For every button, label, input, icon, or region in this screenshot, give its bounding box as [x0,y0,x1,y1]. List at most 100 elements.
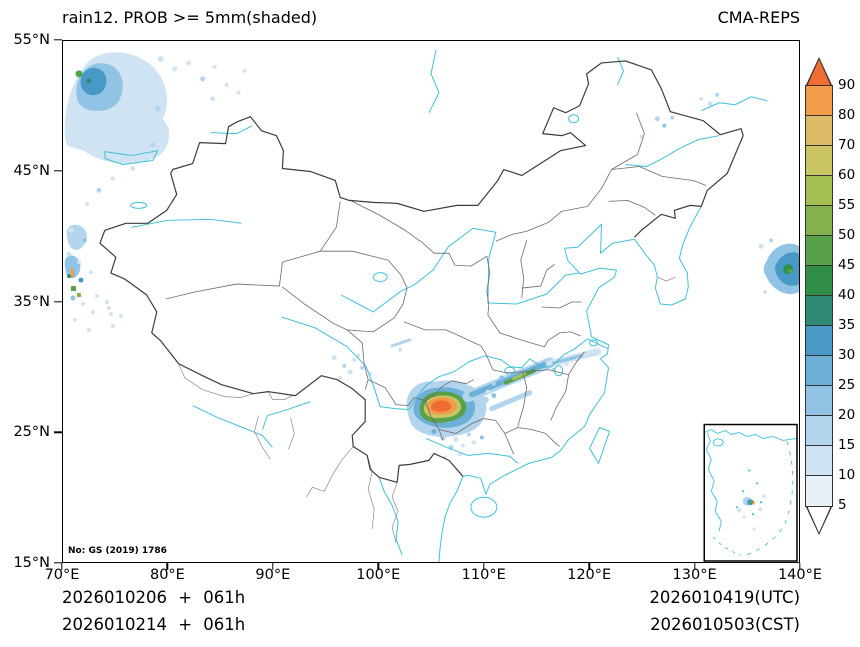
x-tick-label: 70°E [44,567,80,583]
colorbar-segment [806,146,832,176]
shade-speckles-p25 [431,429,437,434]
korea-dmz [657,276,676,282]
x-tick-mark [166,563,169,570]
pearl-river [425,438,519,464]
inset-nine-dash-line-1 [743,441,794,557]
taiwan-island [589,427,611,464]
laos-border [391,482,399,544]
hainan-island [470,496,498,518]
colorbar-arrow-under [806,507,832,535]
y-tick-mark [54,39,62,41]
x-tick-label: 90°E [255,567,291,583]
china-map-svg [64,49,799,562]
colorbar-segment [806,386,832,416]
y-tick-label: 35°N [13,293,50,310]
mekong-river [378,477,403,556]
colorbar-segment [806,416,832,446]
brahmaputra-river [261,401,311,430]
x-axis-ticks [61,563,801,571]
china-border-north [99,60,744,244]
colorbar-tick-label: 55 [838,197,856,213]
model-name: CMA-REPS [717,8,800,27]
colorbar-tick-label: 30 [838,347,856,363]
colorbar-labels: 90 80 70 60 55 50 45 40 35 30 25 20 15 10 5 [838,57,860,533]
shade-west-2 [64,255,81,279]
x-axis-labels: 70°E 80°E 90°E 100°E 110°E 120°E 130°E 140°E [45,567,822,587]
inset-nine-dash-line-2 [712,536,742,556]
colorbar-tick-label: 25 [838,377,856,393]
inset-south-china-coast [704,429,798,441]
x-tick-mark [483,563,485,570]
y-tick-label: 45°N [13,162,50,179]
lake-balkhash [104,150,159,166]
colorbar-segment [806,116,832,146]
south-china-sea-inset [703,423,798,562]
x-tick-mark [799,563,801,570]
qinghai-lake [372,272,388,283]
shade-west-blue-1 [78,277,84,283]
shade-nw-dark [80,67,107,96]
strip-east-mid [552,354,584,365]
lake-issyk-kul [130,201,148,209]
shade-west-orange-dash [70,268,74,278]
y-axis-ticks [54,39,62,564]
yangtze-river [281,316,609,411]
inset-hainan [712,438,724,447]
colorbar-tick-label: 40 [838,287,856,303]
colorbar-tick-label: 90 [838,77,856,93]
inset-islands [736,469,763,516]
shade-speckles-p15 [96,76,774,450]
y-tick-mark [54,300,62,303]
nepal-border [178,363,254,398]
province-boundaries [165,112,707,455]
inset-background [704,424,798,562]
shade-west-blue-2 [66,274,71,279]
colorbar-tick-label: 70 [838,137,856,153]
shade-strips [390,338,602,412]
colorbar-tick-label: 20 [838,407,856,423]
colorbar-tick-label: 60 [838,167,856,183]
strip-yellowgreen [512,372,527,381]
hulun-lake [568,114,580,124]
footer-init-line1: 2026010206 + 061h [62,588,246,607]
ganges-river [192,405,273,448]
taihu-lake [589,339,599,347]
bangladesh-border-2 [288,417,295,450]
colorbar: 90 80 70 60 55 50 45 40 35 30 25 20 15 10 5 [805,57,855,535]
shade-sw-core [431,400,452,412]
colorbar-tick-label: 10 [838,467,856,483]
colorbar-segment [806,296,832,326]
colorbar-segment [806,236,832,266]
china-border-west-south [99,242,464,483]
footer-valid-line1: 2026010419(UTC) [649,588,800,607]
shade-speckles-p10 [66,55,768,460]
colorbar-segment [806,446,832,476]
colorbar-segment [806,356,832,386]
yellow-river [341,227,579,313]
vietnam-coastline [438,476,464,562]
shade-speckles-p20 [70,123,667,440]
x-tick-label: 140°E [777,567,823,583]
y-axis-labels: 55°N 45°N 35°N 25°N 15°N [0,32,54,571]
colorbar-arrow-under-fill [807,507,831,533]
colorbar-segment [806,206,832,236]
inset-border [703,423,798,562]
footer-valid-line2: 2026010503(CST) [650,615,800,634]
korea-coastline [634,206,702,306]
colorbar-segment [806,476,832,506]
x-tick-mark [693,563,696,570]
x-tick-mark [61,563,63,570]
songhua-river [625,135,720,168]
x-tick-label: 120°E [567,567,612,583]
shade-west-green-2 [76,293,81,298]
colorbar-tick-label: 5 [838,497,847,513]
mongolia-river [428,49,440,113]
y-tick-mark [54,431,62,433]
y-tick-label: 55°N [13,32,50,48]
x-tick-label: 110°E [461,567,506,583]
shade-nw-blue-spot [86,78,92,84]
colorbar-arrow-over [806,57,832,85]
strip-nw-small [390,338,412,348]
poyang-lake [554,365,564,377]
